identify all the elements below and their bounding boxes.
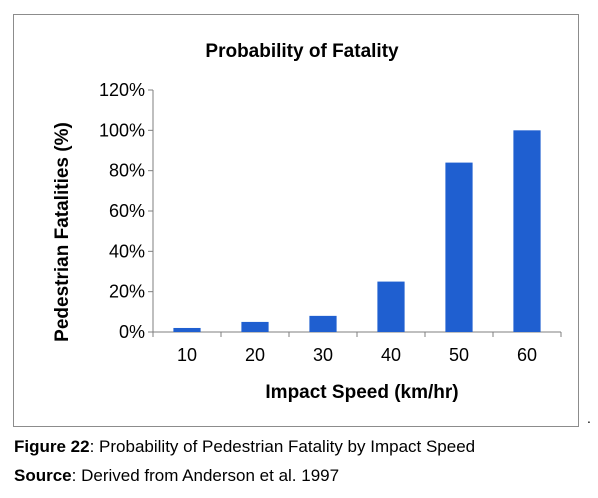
bar-speed-20 bbox=[241, 321, 269, 332]
bar-speed-60 bbox=[513, 130, 541, 332]
source-caption: Source: Derived from Anderson et al. 199… bbox=[14, 466, 339, 486]
x-tick-label: 20 bbox=[245, 345, 265, 365]
bar-speed-10 bbox=[173, 327, 201, 332]
bar-speed-40 bbox=[377, 281, 405, 332]
figure-label: Figure 22 bbox=[14, 437, 90, 456]
x-tick-label: 60 bbox=[517, 345, 537, 365]
x-tick-label: 10 bbox=[177, 345, 197, 365]
figure-caption: Figure 22: Probability of Pedestrian Fat… bbox=[14, 437, 475, 457]
chart-title: Probability of Fatality bbox=[205, 41, 399, 62]
x-tick-label: 50 bbox=[449, 345, 469, 365]
y-tick-label: 0% bbox=[119, 322, 145, 342]
y-tick-label: 80% bbox=[109, 161, 145, 181]
trailing-period: . bbox=[587, 410, 591, 426]
bar-chart: Probability of Fatality 0% 20% 40% 60% 80% 10… bbox=[52, 41, 562, 403]
y-tick-label: 40% bbox=[109, 241, 145, 261]
source-label: Source bbox=[14, 466, 72, 485]
figure-caption-text: : Probability of Pedestrian Fatality by … bbox=[89, 437, 476, 456]
y-tick-label: 60% bbox=[109, 201, 145, 221]
x-axis-title: Impact Speed (km/hr) bbox=[265, 382, 458, 403]
y-tick-label: 100% bbox=[99, 120, 145, 140]
y-axis-title: Pedestrian Fatalities (%) bbox=[52, 122, 73, 342]
chart-container: Probability of Fatality 0% 20% 40% 60% 80% 10… bbox=[13, 14, 579, 427]
y-tick-label: 120% bbox=[99, 80, 145, 100]
x-tick-label: 40 bbox=[381, 345, 401, 365]
y-tick-label: 20% bbox=[109, 282, 145, 302]
source-caption-text: : Derived from Anderson et al. 1997 bbox=[71, 466, 340, 485]
x-tick-label: 30 bbox=[313, 345, 333, 365]
bar-speed-30 bbox=[309, 315, 337, 332]
plot-area: 0% 20% 40% 60% 80% 100% 120% 10 20 30 40 50 60 bbox=[99, 80, 562, 365]
bar-speed-50 bbox=[445, 162, 473, 332]
